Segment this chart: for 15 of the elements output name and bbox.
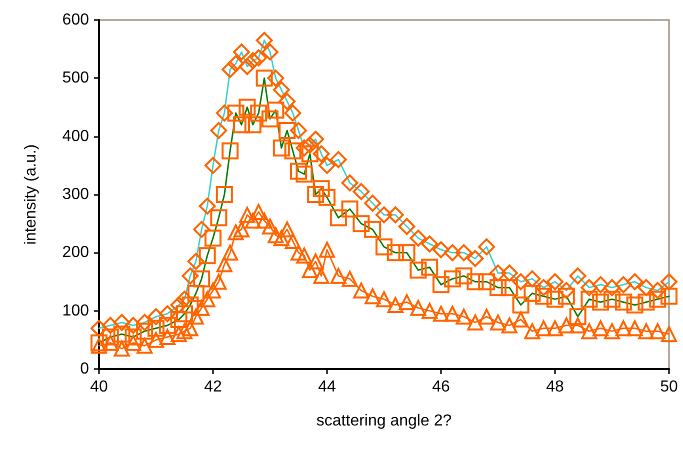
y-tick-label: 400	[62, 128, 90, 145]
x-tick-label: 44	[318, 378, 336, 396]
y-tick-label: 500	[62, 70, 90, 87]
y-tick-label: 100	[62, 302, 90, 320]
y-tick-label: 0	[80, 360, 90, 378]
x-tick-label: 42	[204, 378, 222, 396]
y-tick-label: 300	[62, 186, 90, 203]
y-axis-title: intensity (a.u.)	[22, 144, 40, 245]
y-tick-label: 200	[62, 244, 90, 262]
y-tick-label: 600	[62, 12, 90, 28]
x-tick-label: 40	[90, 378, 108, 396]
x-tick-label: 50	[660, 378, 678, 396]
x-tick-label: 46	[432, 378, 450, 396]
x-axis-title: scattering angle 2?	[316, 412, 452, 430]
x-tick-label: 48	[546, 378, 564, 396]
